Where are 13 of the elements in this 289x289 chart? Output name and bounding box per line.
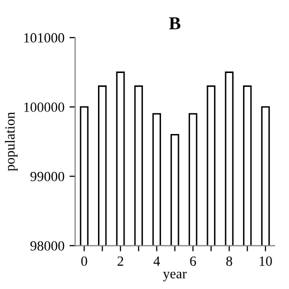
chart-title: B [169, 17, 180, 30]
x-tick-label: 6 [190, 256, 196, 266]
y-tick-label: 100000 [24, 102, 64, 112]
x-tick-label: 2 [118, 256, 124, 266]
x-tick-label: 0 [81, 256, 88, 266]
y-tick-label: 99000 [30, 172, 64, 182]
y-tick-label: 98000 [30, 241, 64, 251]
x-axis-title: year [163, 272, 187, 282]
y-axis-title: population [4, 112, 18, 172]
y-tick-label: 101000 [24, 33, 64, 43]
x-tick-label: 10 [260, 256, 272, 266]
x-tick-label: 4 [154, 256, 160, 266]
x-tick-label: 8 [226, 256, 232, 266]
